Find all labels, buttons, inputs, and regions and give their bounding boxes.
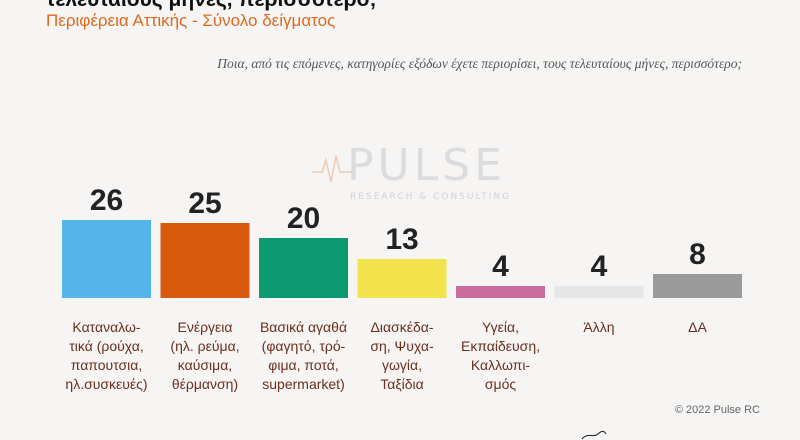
category-label-line: ση, Ψυχα- — [370, 338, 434, 354]
category-label: ΔΑ — [649, 318, 747, 337]
category-label-line: φιμα, ποτά, — [268, 357, 339, 373]
category-label-line: παπουτσια, — [70, 357, 143, 373]
pulse-line-icon — [312, 155, 352, 183]
category-label-line: γωγία, — [381, 357, 423, 373]
category-label-line: θέρμανση) — [171, 376, 239, 392]
category-label: Διασκέδα-ση, Ψυχα-γωγία, Ταξίδια — [353, 318, 451, 394]
category-label: Βασικά αγαθά (φαγητό, τρό-φιμα, ποτά, supe… — [255, 318, 353, 394]
category-label: Καταναλω-τικά (ρούχα, παπουτσια, ηλ.συσκευ… — [58, 318, 156, 394]
copyright-note: © 2022 Pulse RC — [674, 404, 760, 416]
watermark-tagline: RESEARCH & CONSULTING — [350, 192, 512, 202]
chart-title: τελευταίους μήνες, περισσότερο; — [46, 0, 766, 12]
watermark-logo: PULSE — [347, 140, 506, 191]
bar-3 — [259, 238, 348, 298]
survey-question: Ποια, από τις επόμενες, κατηγορίες εξόδω… — [217, 56, 742, 71]
bar-1 — [62, 220, 151, 298]
category-label-line: Ενέργεια — [177, 319, 233, 335]
bar-value-label: 8 — [689, 238, 706, 271]
category-label-line: Υγεία, — [481, 319, 519, 335]
bar-value-label: 20 — [287, 202, 320, 235]
bar-value-label: 4 — [492, 250, 509, 283]
category-label-line: (ηλ. ρεύμα, — [170, 338, 240, 354]
category-label-line: τικά (ρούχα, — [69, 338, 144, 354]
scribble-icon — [581, 430, 607, 440]
category-label: Άλλη — [550, 318, 648, 337]
category-label-line: Καλλωπι- — [470, 357, 531, 373]
category-label-line: καύσιμα, — [177, 357, 233, 373]
bar-5 — [456, 286, 545, 298]
category-label-line: Εκπαίδευση, — [460, 338, 540, 354]
bar-value-label: 26 — [90, 184, 123, 217]
chart-subtitle: Περιφέρεια Αττικής - Σύνολο δείγματος — [46, 11, 336, 30]
bar-2 — [160, 223, 250, 298]
category-label-line: Καταναλω- — [72, 319, 141, 335]
bar-6 — [554, 286, 644, 298]
category-label-line: Ταξίδια — [380, 376, 424, 392]
bar-value-label: 25 — [188, 187, 221, 220]
category-label-line: supermarket) — [262, 376, 345, 392]
category-label-line: (φαγητό, τρό- — [261, 338, 346, 354]
category-label-line: Βασικά αγαθά — [259, 319, 348, 335]
category-label-line: σμός — [484, 376, 517, 392]
bar-7 — [653, 274, 742, 298]
category-label-line: Διασκέδα- — [370, 319, 434, 335]
bar-value-label: 13 — [385, 223, 418, 256]
category-label-line: ΔΑ — [688, 319, 707, 335]
category-label: Ενέργεια (ηλ. ρεύμα, καύσιμα, θέρμανση) — [156, 318, 254, 394]
category-label-line: ηλ.συσκευές) — [65, 376, 148, 392]
bar-value-label: 4 — [591, 250, 608, 283]
bar-4 — [357, 259, 447, 298]
category-label-line: Άλλη — [583, 319, 615, 335]
category-label: Υγεία, Εκπαίδευση, Καλλωπι-σμός — [452, 318, 550, 394]
